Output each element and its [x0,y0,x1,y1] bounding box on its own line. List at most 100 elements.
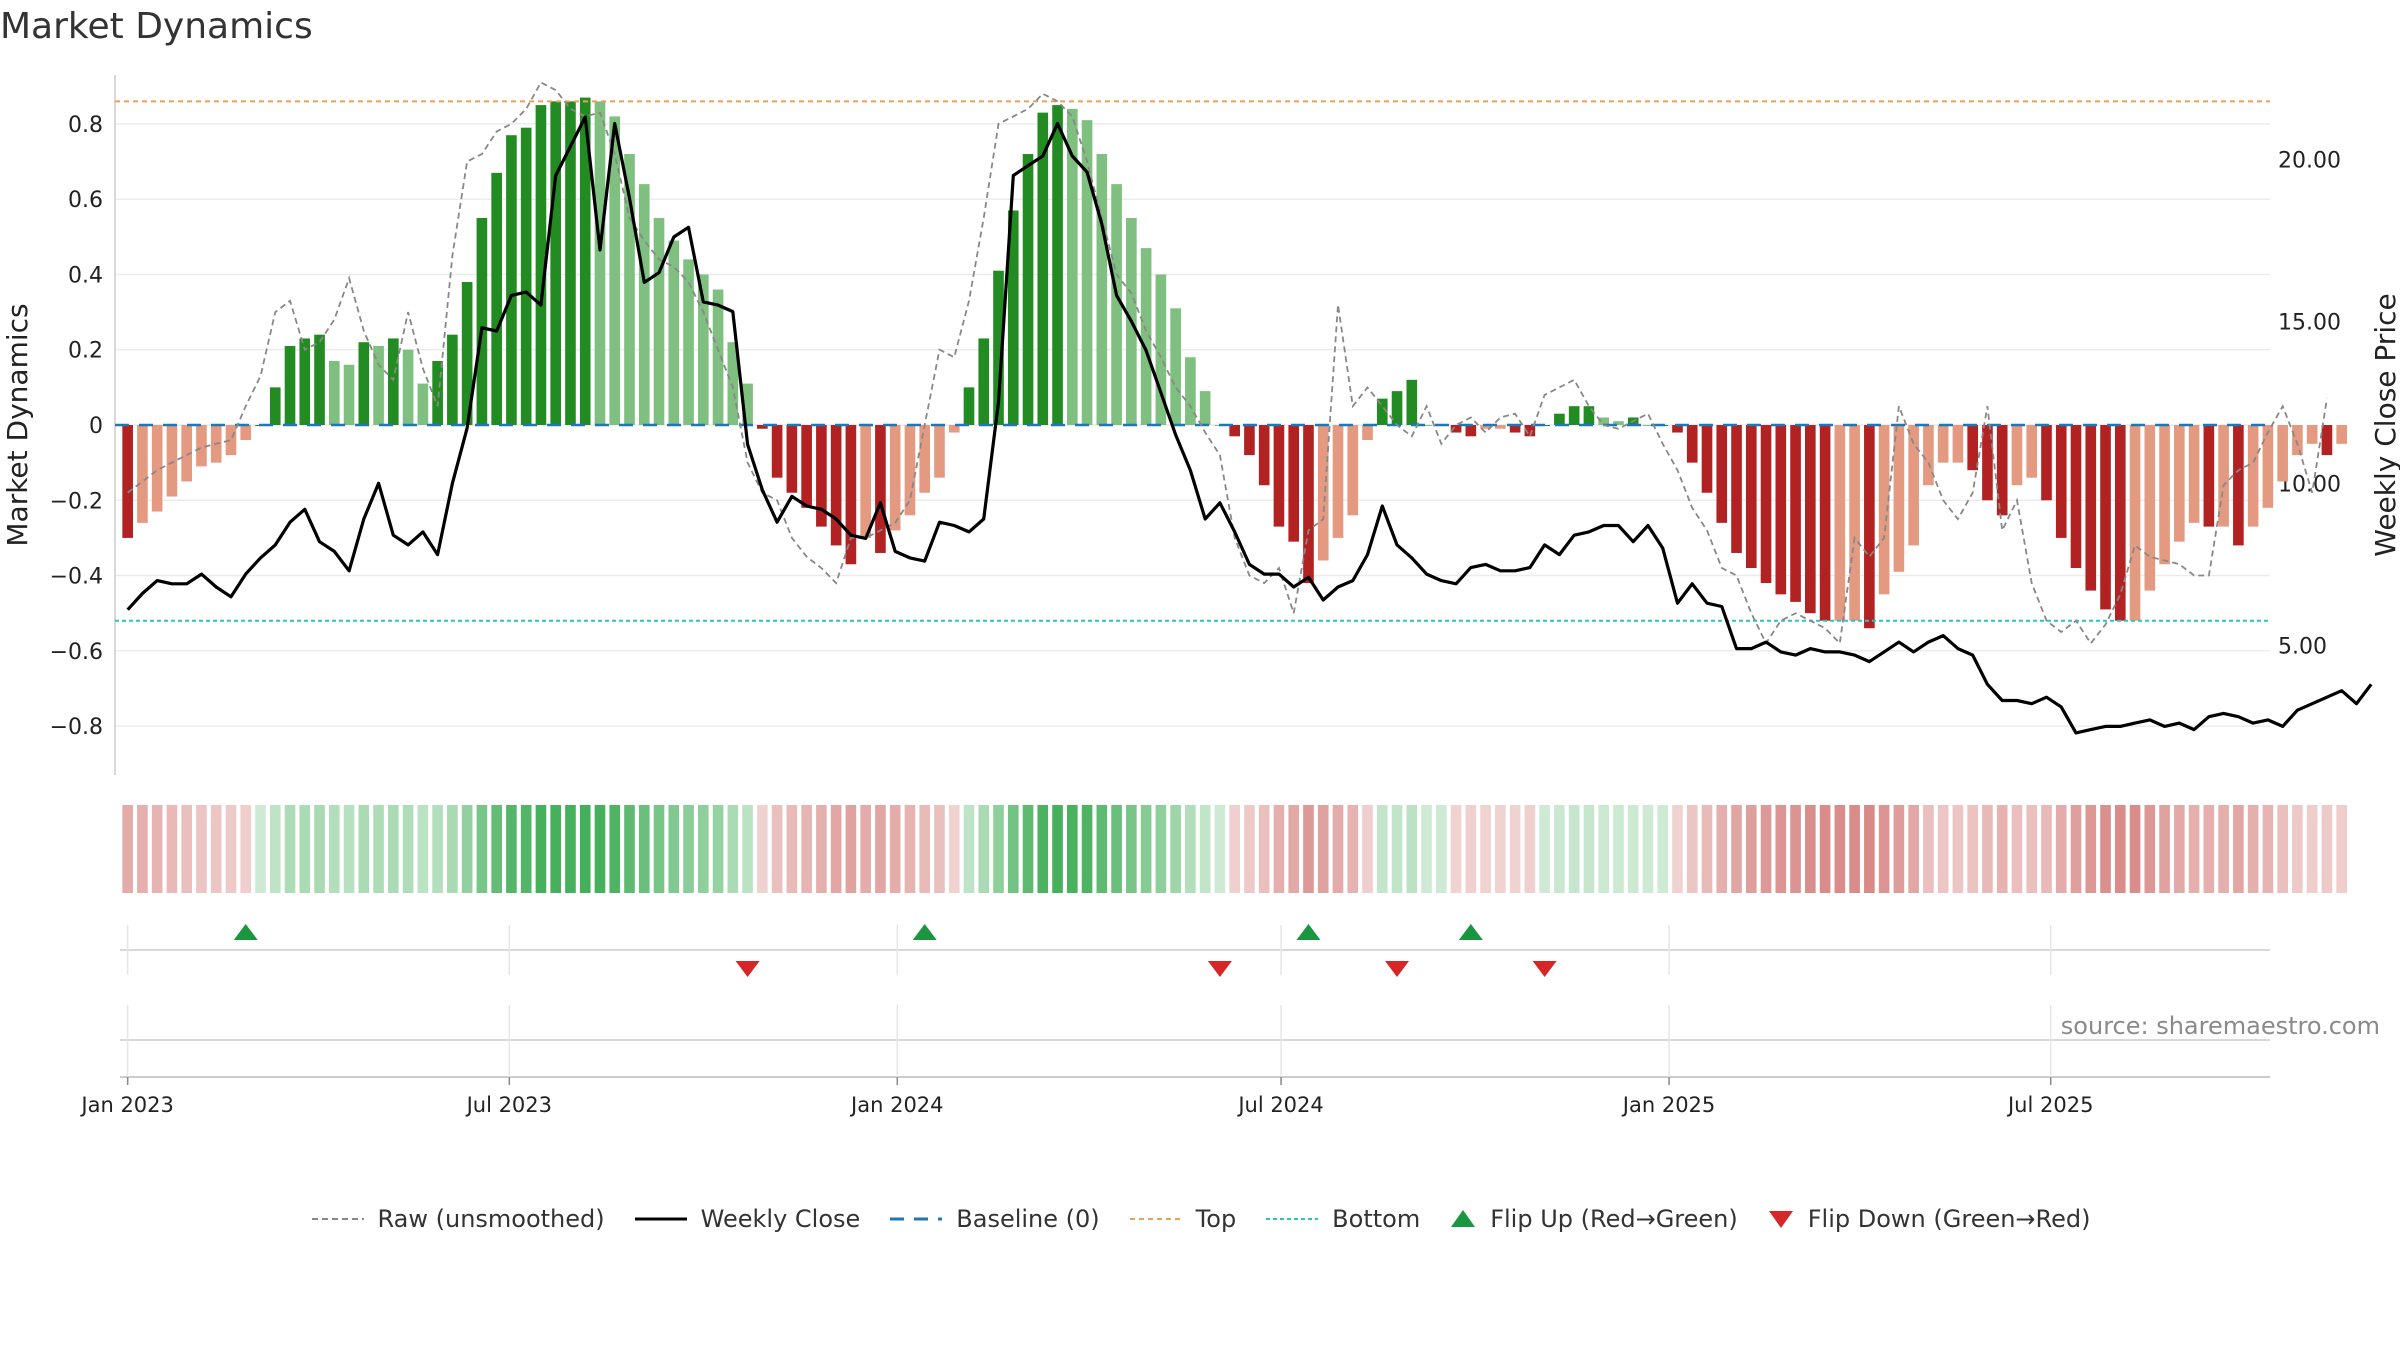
heat-strip-cell [476,805,488,893]
heat-strip-cell [948,805,960,893]
market-dynamics-bar [2262,425,2274,508]
market-dynamics-bar [1495,425,1506,429]
dashed-gray-line-icon [311,1218,364,1220]
market-dynamics-bar [1450,425,1462,433]
market-dynamics-bar [284,345,296,425]
heat-strip-cell [1568,805,1580,893]
market-dynamics-bar [2085,425,2097,591]
market-dynamics-bar [1952,425,1964,463]
heat-strip-cell [1185,805,1196,893]
market-dynamics-bar [2070,425,2082,569]
heat-strip-cell [1288,805,1300,893]
heat-strip-cell [1303,805,1314,893]
market-dynamics-bar [830,425,842,546]
heat-strip-cell [1347,805,1359,893]
market-dynamics-bar [1642,425,1654,426]
heat-strip-cell [1376,805,1388,893]
market-dynamics-bar [609,116,621,425]
heat-strip-cell [1170,805,1181,893]
market-dynamics-bar [1613,421,1624,425]
heat-strip-cell [1996,805,2008,893]
market-dynamics-bar [2026,425,2038,478]
dashed-orange-line-icon [1129,1218,1182,1220]
market-dynamics-bar [1524,425,1536,437]
market-dynamics-bar [1421,425,1432,426]
heat-strip-cell [1258,805,1270,893]
market-dynamics-bar [1288,425,1300,542]
heat-strip-cell [2233,805,2244,893]
heat-strip-cell [1819,805,1831,893]
market-dynamics-bar [1391,391,1403,425]
heat-strip-cell [181,805,193,893]
market-dynamics-bar [1878,425,1890,595]
market-dynamics-bar [801,425,812,508]
market-dynamics-bar [1081,120,1093,426]
market-dynamics-bar [638,184,650,425]
x-tick-label: Jul 2025 [2006,1093,2093,1117]
heat-strip-cell [137,805,148,893]
market-dynamics-bar [1568,406,1580,425]
heat-strip-cell [1007,805,1019,893]
market-dynamics-bar [476,218,488,425]
heat-strip-cell [1775,805,1787,893]
market-dynamics-bar [343,364,355,425]
heat-strip-cell [520,805,532,893]
heat-strip-cell [151,805,163,893]
heat-strip-cell [2321,805,2333,893]
market-dynamics-bar [1022,154,1034,425]
heat-strip-cell [2041,805,2052,893]
market-dynamics-bar [1686,425,1698,463]
heat-strip-cell [1864,805,1875,893]
market-dynamics-bar [1775,425,1787,595]
heat-strip-cell [1908,805,1919,893]
heat-strip-cell [284,805,296,893]
source-note: source: sharemaestro.com [2060,1012,2380,1040]
heat-strip-cell [1878,805,1890,893]
market-dynamics-bar [875,425,886,553]
heat-strip-cell [1066,805,1078,893]
market-dynamics-bar [697,274,709,425]
heat-strip-cell [1834,805,1846,893]
y-tick-label: −0.2 [50,489,103,514]
x-tick-label: Jan 2024 [849,1093,944,1117]
y-tick-label: 0 [89,414,103,439]
y2-tick-label: 20.00 [2278,148,2341,173]
market-dynamics-bar [1376,398,1388,425]
market-dynamics-bar [1923,425,1934,486]
market-dynamics-bar [889,425,901,531]
market-dynamics-bar [373,345,384,425]
heat-strip-cell [2055,805,2067,893]
heat-strip-cell [1554,805,1565,893]
flip-up-marker [1458,924,1483,940]
legend-item-flip-down: Flip Down (Green→Red) [1766,1205,2091,1233]
raw-line [127,81,2328,646]
market-dynamics-bar [2321,425,2333,456]
market-dynamics-bar [2055,425,2067,538]
market-dynamics-bar [2336,425,2348,444]
market-dynamics-bar [1317,425,1329,561]
heat-strip-cell [2174,805,2185,893]
flip-down-marker [1207,961,1232,977]
market-dynamics-bar [2114,425,2126,621]
y-tick-label: 0.4 [68,263,103,288]
market-dynamics-bar [1111,184,1122,425]
market-dynamics-bar [579,97,591,426]
market-dynamics-bar [1509,425,1521,433]
market-dynamics-bar [269,387,281,425]
market-dynamics-bar [904,425,916,516]
y-tick-label: −0.4 [50,565,103,590]
market-dynamics-bar [1745,425,1757,569]
heat-strip-cell [1716,805,1728,893]
market-dynamics-bar [1096,154,1108,425]
market-dynamics-bar [1554,413,1565,425]
heat-strip-cell [904,805,916,893]
heat-strip-cell [1037,805,1049,893]
heat-strip-cell [1657,805,1669,893]
market-dynamics-bar [1805,425,1816,614]
heat-strip-cell [1495,805,1506,893]
heat-strip-cell [1273,805,1285,893]
heat-strip-cell [771,805,783,893]
market-dynamics-bar [506,135,517,425]
heat-strip-cell [1849,805,1860,893]
heat-strip-cell [1391,805,1403,893]
